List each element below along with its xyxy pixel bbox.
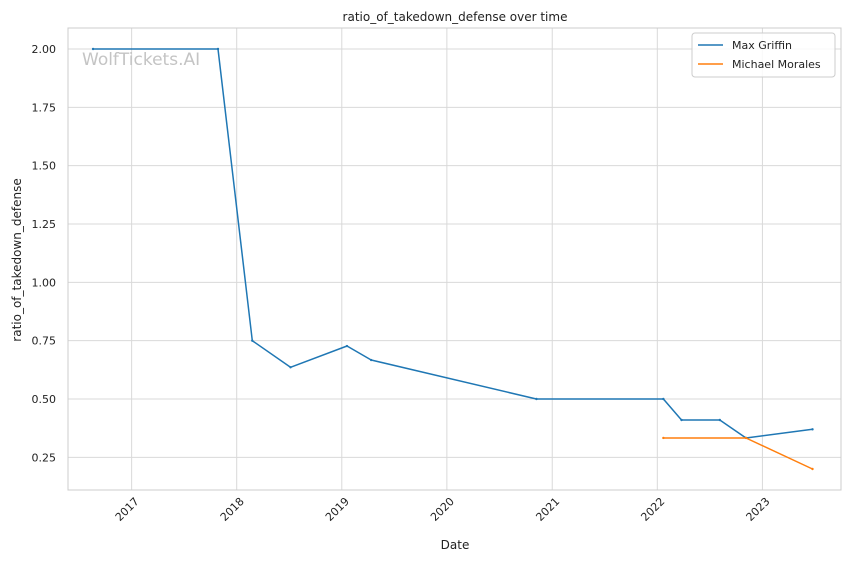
data-point-max-griffin bbox=[718, 418, 721, 422]
data-point-max-griffin bbox=[345, 344, 349, 348]
y-tick-label: 1.25 bbox=[32, 218, 57, 231]
series bbox=[91, 47, 814, 471]
data-point-max-griffin bbox=[662, 397, 665, 401]
x-axis-label: Date bbox=[441, 538, 470, 552]
legend: Max Griffin Michael Morales bbox=[691, 32, 836, 78]
y-tick-label: 0.75 bbox=[32, 335, 57, 348]
y-tick-label: 1.75 bbox=[32, 101, 57, 114]
chart-title: ratio_of_takedown_defense over time bbox=[343, 10, 568, 24]
y-tick-label: 1.00 bbox=[32, 276, 57, 289]
watermark: WolfTickets.AI bbox=[82, 50, 200, 70]
legend-box bbox=[691, 32, 836, 78]
y-tick-label: 0.25 bbox=[32, 451, 57, 464]
y-tick-label: 0.50 bbox=[32, 393, 57, 406]
legend-label-michael-morales: Michael Morales bbox=[732, 58, 821, 71]
data-point-max-griffin bbox=[535, 397, 538, 401]
series-line-max-griffin bbox=[93, 48, 813, 439]
data-point-max-griffin bbox=[251, 339, 254, 342]
y-tick-label: 2.00 bbox=[32, 43, 57, 56]
data-point-michael-morales bbox=[744, 436, 748, 440]
data-point-max-griffin bbox=[91, 47, 95, 51]
legend-label-max-griffin: Max Griffin bbox=[732, 39, 792, 52]
data-point-max-griffin bbox=[369, 358, 373, 362]
data-point-max-griffin bbox=[216, 47, 220, 51]
data-point-max-griffin bbox=[811, 428, 814, 431]
data-point-max-griffin bbox=[680, 418, 683, 422]
data-point-michael-morales bbox=[662, 436, 665, 440]
y-axis-label: ratio_of_takedown_defense bbox=[10, 178, 24, 341]
y-tick-label: 1.50 bbox=[32, 160, 57, 173]
plot-frame bbox=[67, 27, 842, 491]
y-tick-labels: 0.25 0.50 0.75 1.00 1.25 1.50 1.75 2.00 bbox=[32, 43, 57, 464]
plot-area bbox=[68, 28, 841, 490]
data-point-michael-morales bbox=[811, 467, 814, 471]
data-point-max-griffin bbox=[289, 366, 292, 369]
